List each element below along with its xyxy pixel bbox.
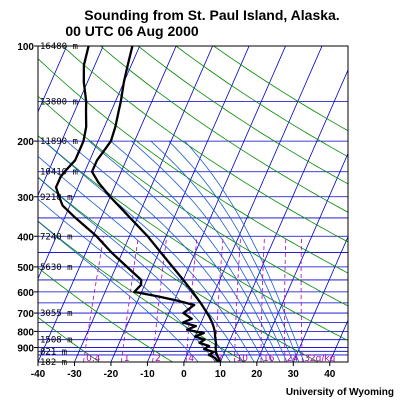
moist-adiabat: [88, 140, 273, 362]
mixing-ratio-label: 10: [237, 354, 249, 364]
isotherm: [219, 69, 348, 362]
moist-adiabat: [66, 140, 265, 362]
dewpoint-profile: [54, 46, 220, 362]
mixing-ratio-label: 24: [287, 354, 299, 364]
pressure-tick-label: 200: [17, 137, 34, 148]
height-label: 1508 m: [40, 336, 73, 346]
height-label: 11890 m: [40, 137, 78, 147]
dry-adiabat: [38, 58, 348, 274]
temperature-tick-label: -40: [31, 369, 46, 380]
isotherm: [256, 152, 348, 362]
moist-adiabat: [184, 140, 305, 362]
chart-title-line-2: 00 UTC 06 Aug 2000: [65, 23, 199, 39]
pressure-tick-label: 500: [17, 263, 34, 274]
isotherm: [292, 235, 348, 362]
height-label: 182 m: [40, 358, 67, 368]
temperature-tick-label: -10: [140, 369, 155, 380]
isotherm: [110, 46, 250, 362]
pressure-tick-label: 800: [17, 327, 34, 338]
height-label: 16480 m: [40, 42, 78, 52]
temperature-tick-label: -20: [104, 369, 119, 380]
isotherm: [38, 46, 104, 197]
mixing-ratio-line: [300, 236, 303, 362]
temperature-tick-label: -30: [67, 369, 82, 380]
dry-adiabat: [62, 46, 348, 243]
isotherm: [366, 46, 400, 362]
mixing-ratio-line: [121, 236, 139, 362]
moist-adiabat: [110, 140, 281, 362]
height-label: 10410 m: [40, 168, 78, 178]
isotherm: [74, 46, 213, 362]
moist-adiabat: [38, 155, 244, 362]
mixing-ratio-line: [260, 236, 265, 362]
temperature-tick-label: 40: [324, 369, 336, 380]
pressure-tick-label: 400: [17, 232, 34, 243]
mixing-ratio-label: 7: [217, 354, 223, 364]
mixing-ratio-label: 16: [263, 354, 275, 364]
pressure-tick-label: 600: [17, 288, 34, 299]
isotherm: [38, 46, 68, 113]
height-labels: 16480 m 13800 m 11890 m 10410 m 9210 m 7240 m…: [40, 42, 78, 368]
mixing-ratio-line: [284, 236, 287, 362]
mixing-ratio-line: [152, 236, 168, 362]
dry-adiabat: [137, 46, 348, 185]
mixing-ratio-label: 0.4: [86, 354, 101, 364]
credit-label: University of Wyoming: [286, 387, 394, 398]
isotherm: [147, 46, 286, 362]
dry-adiabat: [213, 46, 348, 132]
dry-adiabat: [38, 316, 100, 362]
dry-adiabat: [100, 46, 348, 213]
pressure-tick-label: 100: [17, 42, 34, 53]
isotherm: [38, 46, 177, 362]
mixing-ratio-label: 4: [188, 354, 194, 364]
moist-adiabat: [150, 140, 294, 362]
height-label: 821 m: [40, 347, 67, 357]
temperature-tick-label: 20: [251, 369, 263, 380]
diagram-grid: [38, 46, 400, 362]
plot-frame: [37, 45, 349, 363]
mixing-ratio-line: [185, 236, 198, 362]
mixing-ratio-label: 2: [155, 354, 161, 364]
moist-adiabat: [168, 140, 300, 362]
dry-adiabat: [38, 267, 173, 362]
dry-adiabat: [38, 220, 246, 362]
mixing-ratio-labels: 0.4 1 2 4 7 10 16 24 32g/kg: [86, 354, 335, 364]
pressure-tick-label: 300: [17, 193, 34, 204]
pressure-tick-label: 700: [17, 309, 34, 320]
isotherm: [183, 46, 323, 362]
height-label: 9210 m: [40, 193, 73, 203]
moist-adiabat: [43, 140, 255, 362]
temperature-tick-label: 10: [215, 369, 227, 380]
mixing-ratio-line: [234, 236, 241, 362]
dry-adiabat: [38, 135, 348, 341]
temperature-tick-label: 30: [288, 369, 300, 380]
mixing-ratio-label: 1: [124, 354, 130, 364]
sounding-profiles: [54, 46, 222, 362]
temperature-profile: [90, 46, 222, 362]
moist-adiabat: [131, 140, 288, 362]
height-label: 13800 m: [40, 98, 78, 108]
isotherm: [329, 319, 348, 362]
chart-title-line-1: Sounding from St. Paul Island, Alaska.: [84, 7, 339, 23]
height-label: 3055 m: [40, 309, 73, 319]
height-label: 5630 m: [40, 263, 73, 273]
height-label: 7240 m: [40, 232, 73, 242]
pressure-tick-label: 900: [17, 344, 34, 355]
moist-adiabat: [38, 220, 199, 362]
mixing-ratio-line: [83, 236, 105, 362]
dry-adiabat: [38, 95, 348, 307]
mixing-ratio-label: 32g/kg: [304, 354, 335, 364]
temperature-tick-label: 0: [181, 369, 187, 380]
